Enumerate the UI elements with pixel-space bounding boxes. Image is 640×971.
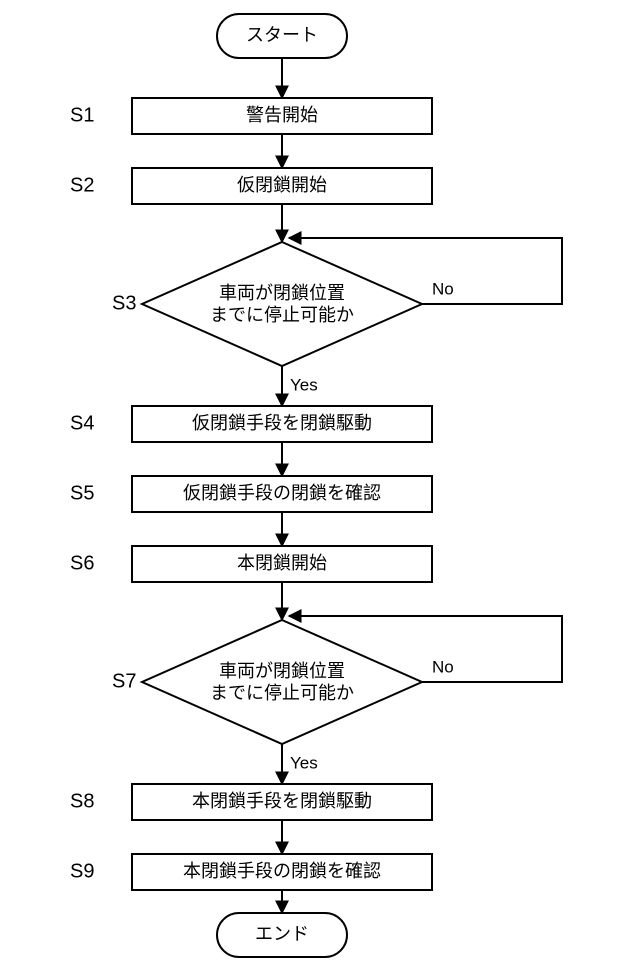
step-s8: 本閉鎖手段を閉鎖駆動 S8	[70, 784, 432, 820]
step-s4-tag: S4	[70, 412, 94, 434]
step-s9-label: 本閉鎖手段の閉鎖を確認	[183, 861, 381, 881]
decision-s7-line1: 車両が閉鎖位置	[219, 661, 345, 681]
decision-s7-line2: までに停止可能か	[210, 683, 354, 703]
step-s2: 仮閉鎖開始 S2	[70, 168, 432, 204]
step-s9: 本閉鎖手段の閉鎖を確認 S9	[70, 854, 432, 890]
flowchart-canvas: スタート 警告開始 S1 仮閉鎖開始 S2 車両が閉鎖位置 までに停止可能か S…	[0, 0, 640, 971]
step-s1-label: 警告開始	[246, 105, 318, 125]
step-s8-label: 本閉鎖手段を閉鎖駆動	[192, 791, 372, 811]
decision-s3: 車両が閉鎖位置 までに停止可能か S3	[112, 242, 422, 366]
terminal-start: スタート	[217, 14, 347, 58]
step-s5-label: 仮閉鎖手段の閉鎖を確認	[183, 483, 381, 503]
step-s6: 本閉鎖開始 S6	[70, 546, 432, 582]
terminal-end-label: エンド	[255, 924, 309, 944]
decision-s3-tag: S3	[112, 292, 136, 314]
decision-s7-no: No	[432, 657, 454, 676]
terminal-end: エンド	[217, 913, 347, 957]
step-s2-tag: S2	[70, 174, 94, 196]
decision-s7: 車両が閉鎖位置 までに停止可能か S7	[112, 620, 422, 744]
decision-s7-tag: S7	[112, 670, 136, 692]
step-s4: 仮閉鎖手段を閉鎖駆動 S4	[70, 406, 432, 442]
decision-s7-yes: Yes	[290, 753, 318, 772]
step-s5: 仮閉鎖手段の閉鎖を確認 S5	[70, 476, 432, 512]
step-s1-tag: S1	[70, 104, 94, 126]
decision-s3-line2: までに停止可能か	[210, 305, 354, 325]
terminal-start-label: スタート	[246, 25, 318, 45]
step-s9-tag: S9	[70, 860, 94, 882]
step-s4-label: 仮閉鎖手段を閉鎖駆動	[192, 413, 372, 433]
step-s1: 警告開始 S1	[70, 98, 432, 134]
step-s2-label: 仮閉鎖開始	[237, 175, 327, 195]
step-s5-tag: S5	[70, 482, 94, 504]
step-s6-tag: S6	[70, 552, 94, 574]
decision-s3-line1: 車両が閉鎖位置	[219, 283, 345, 303]
step-s8-tag: S8	[70, 790, 94, 812]
decision-s3-yes: Yes	[290, 375, 318, 394]
step-s6-label: 本閉鎖開始	[237, 553, 327, 573]
decision-s3-no: No	[432, 279, 454, 298]
